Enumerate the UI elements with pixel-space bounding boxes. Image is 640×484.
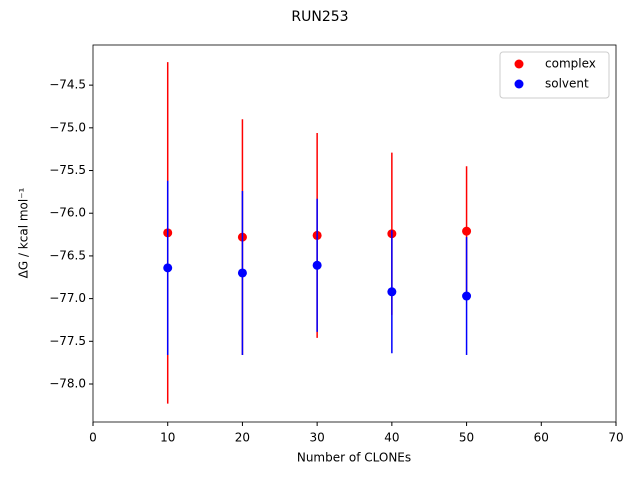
chart-title: RUN253 — [291, 9, 348, 25]
point — [237, 268, 247, 278]
x-tick-label: 0 — [89, 431, 97, 445]
point — [462, 226, 472, 236]
y-tick-label: −74.5 — [49, 78, 86, 92]
x-tick-label: 50 — [459, 431, 474, 445]
legend-marker — [514, 79, 524, 89]
y-tick-label: −75.5 — [49, 163, 86, 177]
x-axis-label: Number of CLONEs — [297, 451, 411, 465]
x-tick-label: 40 — [384, 431, 399, 445]
plot-frame — [92, 44, 617, 423]
point — [462, 291, 472, 301]
x-tick-label: 10 — [160, 431, 175, 445]
y-tick-label: −77.0 — [49, 291, 86, 305]
y-tick-label: −75.0 — [49, 120, 86, 134]
y-axis-label: ΔG / kcal mol⁻¹ — [17, 187, 31, 278]
legend-label: solvent — [545, 77, 589, 91]
y-tick-label: −76.0 — [49, 206, 86, 220]
x-tick-label: 20 — [235, 431, 250, 445]
legend-label: complex — [545, 57, 596, 71]
y-tick-label: −76.5 — [49, 248, 86, 262]
x-tick-label: 30 — [310, 431, 325, 445]
x-tick-label: 60 — [534, 431, 549, 445]
x-tick-label: 70 — [608, 431, 623, 445]
legend-marker — [514, 59, 524, 69]
y-tick-label: −77.5 — [49, 334, 86, 348]
point — [163, 263, 173, 273]
point — [387, 287, 397, 297]
legend-frame — [499, 51, 610, 99]
point — [312, 260, 322, 270]
y-tick-label: −78.0 — [49, 377, 86, 391]
